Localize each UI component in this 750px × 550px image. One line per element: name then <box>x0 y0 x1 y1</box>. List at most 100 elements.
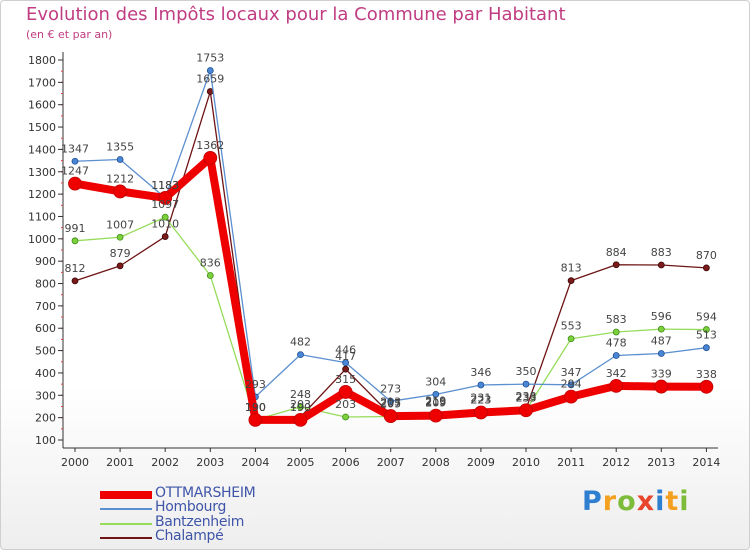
data-label: 482 <box>290 336 311 349</box>
data-label: 203 <box>335 398 356 411</box>
logo-letter: r <box>602 486 618 517</box>
data-label: 233 <box>516 391 537 404</box>
series-chalampe-point <box>342 365 350 373</box>
series-hombourg-point <box>297 351 304 359</box>
series-chalampe-point <box>657 261 665 269</box>
series-hombourg-point <box>522 380 530 388</box>
series-ottmarsheim-point <box>654 379 669 394</box>
data-label: 879 <box>110 247 131 260</box>
data-label: 190 <box>245 401 266 414</box>
data-label: 190 <box>290 401 311 414</box>
series-chalampe-point <box>567 277 575 285</box>
series-ottmarsheim-point <box>113 184 127 199</box>
legend-label: Bantzenheim <box>155 514 245 530</box>
data-label: 223 <box>470 394 491 407</box>
data-label: 342 <box>606 367 627 380</box>
x-tick-label: 2000 <box>61 456 89 469</box>
series-layer <box>68 67 714 427</box>
y-tick-label: 800 <box>35 278 56 291</box>
series-ottmarsheim-point <box>293 412 308 427</box>
series-ottmarsheim-point <box>248 412 263 427</box>
data-label-layer: 1347 1355 1183 1753 293 482 446 273 304 346 350 347… <box>61 52 717 414</box>
data-label: 190 <box>245 401 266 414</box>
series-ottmarsheim-point <box>68 176 82 191</box>
data-label: 209 <box>425 397 446 410</box>
y-tick-label: 500 <box>35 345 56 358</box>
x-tick-label: 2014 <box>692 456 720 469</box>
series-bantzenheim-point <box>297 403 304 411</box>
data-label: 446 <box>335 344 356 357</box>
y-tick-label: 400 <box>35 367 56 380</box>
series-hombourg-point <box>477 381 485 389</box>
x-tick-label: 2002 <box>151 456 179 469</box>
y-tick-label: 1100 <box>28 210 56 223</box>
data-label: 594 <box>696 311 717 324</box>
series-bantzenheim-point <box>612 328 620 336</box>
logo-letter: P <box>582 486 603 517</box>
data-label: 231 <box>470 392 491 405</box>
series-bantzenheim-point <box>567 335 575 343</box>
data-label: 238 <box>516 390 537 403</box>
x-tick-label: 2001 <box>106 456 134 469</box>
series-ottmarsheim-point <box>203 151 218 165</box>
series-bantzenheim-point <box>342 413 350 421</box>
data-label: 248 <box>290 388 311 401</box>
y-tick-label: 600 <box>35 322 56 335</box>
y-tick-label: 1200 <box>28 188 56 201</box>
y-tick-label: 1000 <box>28 233 56 246</box>
data-label: 215 <box>425 395 446 408</box>
x-tick-label: 2011 <box>557 456 585 469</box>
logo-letter: i <box>655 486 666 517</box>
chart-axes: 100 200 300 400 500 600 700 800 900 1000 1100 1200 1… <box>28 52 720 469</box>
logo-letter: x <box>636 486 656 517</box>
y-tick-label: 300 <box>35 389 56 402</box>
x-tick-label: 2003 <box>196 456 224 469</box>
chart-subtitle: (en € et par an) <box>26 28 113 41</box>
logo-letter: i <box>679 486 690 517</box>
series-hombourg-point <box>703 344 710 352</box>
series-hombourg-point <box>206 67 214 74</box>
data-label: 1247 <box>61 165 89 178</box>
data-label: 273 <box>380 382 401 395</box>
data-label: 1212 <box>106 172 134 185</box>
data-label: 883 <box>651 246 672 259</box>
series-hombourg-point <box>612 352 620 359</box>
series-hombourg-point <box>342 359 350 367</box>
legend-swatch <box>100 537 152 539</box>
data-label: 487 <box>651 334 672 347</box>
data-label: 213 <box>380 396 401 409</box>
data-label: 207 <box>380 397 401 410</box>
series-hombourg-point <box>432 390 440 398</box>
data-label: 1183 <box>151 179 179 192</box>
logo-letter: o <box>617 486 637 517</box>
data-label: 190 <box>245 401 266 414</box>
series-chalampe-point <box>161 233 169 240</box>
data-label: 417 <box>335 350 356 363</box>
data-label: 203 <box>290 398 311 411</box>
data-label: 553 <box>561 320 582 333</box>
data-label: 1355 <box>106 140 134 153</box>
data-label: 339 <box>651 368 672 381</box>
y-tick-label: 200 <box>35 412 56 425</box>
legend-swatch <box>100 523 152 525</box>
data-label: 294 <box>561 378 582 391</box>
data-label: 596 <box>651 310 672 323</box>
series-hombourg-point <box>657 350 665 357</box>
y-tick-label: 100 <box>35 434 56 447</box>
x-tick-label: 2005 <box>287 456 315 469</box>
series-chalampe-point <box>612 261 620 269</box>
data-label: 870 <box>696 249 717 262</box>
y-tick-label: 1500 <box>28 121 56 134</box>
series-bantzenheim-point <box>206 272 214 279</box>
data-label: 836 <box>200 256 221 269</box>
series-bantzenheim-point <box>657 325 665 333</box>
series-chalampe-point <box>116 262 124 270</box>
data-label: 346 <box>470 366 491 379</box>
data-label: 1097 <box>151 198 179 211</box>
series-ottmarsheim-point <box>428 408 443 423</box>
series-ottmarsheim-point <box>473 405 488 420</box>
series-bantzenheim-point <box>71 237 79 245</box>
series-ottmarsheim-point <box>519 403 533 418</box>
